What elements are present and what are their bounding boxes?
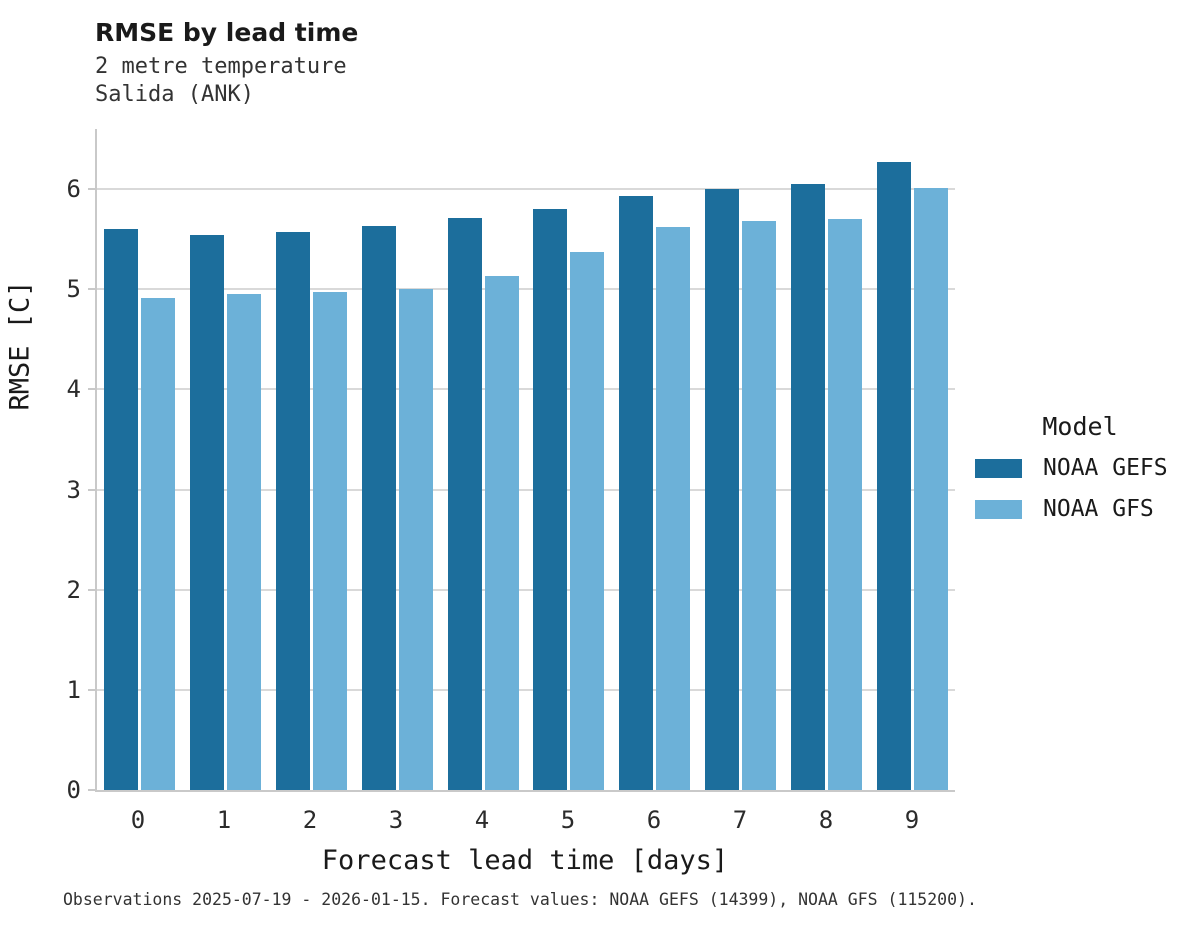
bar-noaa-gefs-lead-7	[704, 189, 739, 790]
y-tick-mark-3	[88, 488, 95, 491]
chart-subtitle-location: Salida (ANK)	[95, 82, 254, 107]
bars-row	[97, 129, 955, 790]
y-tick-mark-6	[88, 188, 95, 191]
x-tick-label-8: 8	[818, 806, 834, 834]
y-tick-mark-0	[88, 789, 95, 791]
bar-noaa-gefs-lead-3	[361, 226, 396, 790]
y-tick-mark-2	[88, 588, 95, 591]
y-tick-label-4: 4	[66, 375, 81, 404]
bar-noaa-gefs-lead-9	[876, 162, 911, 790]
bar-noaa-gfs-lead-1	[227, 294, 262, 790]
bar-noaa-gefs-lead-4	[447, 218, 482, 790]
chart-title: RMSE by lead time	[95, 18, 359, 47]
y-tick-label-0: 0	[66, 776, 81, 804]
bar-noaa-gefs-lead-2	[275, 232, 310, 790]
bar-group-lead-3	[354, 129, 440, 790]
bar-noaa-gefs-lead-5	[533, 209, 568, 790]
legend-swatch-noaa-gefs	[975, 458, 1022, 478]
x-tick-label-4: 4	[474, 806, 490, 834]
gridline-y-1	[97, 688, 955, 691]
x-tick-label-6: 6	[646, 806, 662, 834]
bar-noaa-gefs-lead-1	[190, 235, 225, 790]
y-tick-label-5: 5	[66, 275, 81, 304]
legend-items: NOAA GEFS NOAA GFS	[975, 455, 1185, 522]
bar-noaa-gefs-lead-0	[104, 229, 139, 790]
x-tick-label-3: 3	[388, 806, 404, 834]
bar-noaa-gfs-lead-0	[141, 298, 176, 790]
bar-group-lead-9	[869, 129, 955, 790]
legend-title: Model	[1042, 412, 1118, 441]
gridline-y-2	[97, 588, 955, 591]
y-tick-label-6: 6	[66, 175, 81, 204]
y-axis-title: RMSE [C]	[4, 280, 36, 411]
bar-group-lead-6	[612, 129, 698, 790]
chart-subtitle-variable: 2 metre temperature	[95, 54, 347, 79]
caption: Observations 2025-07-19 - 2026-01-15. Fo…	[63, 890, 977, 909]
legend-item-noaa-gefs: NOAA GEFS	[975, 455, 1185, 481]
x-axis-title: Forecast lead time [days]	[321, 845, 729, 876]
y-tick-mark-5	[88, 288, 95, 291]
x-tick-label-5: 5	[560, 806, 576, 834]
bar-noaa-gfs-lead-3	[398, 289, 433, 790]
bar-group-lead-8	[783, 129, 869, 790]
bar-group-lead-7	[698, 129, 784, 790]
y-tick-label-1: 1	[66, 675, 81, 704]
y-tick-mark-4	[88, 388, 95, 391]
bar-noaa-gfs-lead-8	[827, 219, 862, 790]
bar-noaa-gefs-lead-6	[619, 196, 654, 790]
legend-item-noaa-gfs: NOAA GFS	[975, 496, 1185, 522]
x-tick-label-9: 9	[904, 806, 920, 834]
legend-label-noaa-gfs: NOAA GFS	[1043, 496, 1154, 522]
bar-group-lead-1	[183, 129, 269, 790]
gridline-y-5	[97, 288, 955, 291]
plot-area: 0 1 2 3 4 5 6	[67, 129, 955, 802]
bar-noaa-gfs-lead-5	[570, 252, 605, 790]
x-tick-label-0: 0	[130, 806, 146, 834]
bar-group-lead-5	[526, 129, 612, 790]
bar-noaa-gfs-lead-2	[312, 292, 347, 790]
y-tick-mark-1	[88, 688, 95, 691]
bar-noaa-gfs-lead-7	[741, 221, 776, 790]
x-axis-tick-labels: 0 1 2 3 4 5 6 7 8 9	[95, 806, 955, 834]
bar-noaa-gfs-lead-4	[484, 276, 519, 790]
bar-noaa-gfs-lead-9	[913, 188, 948, 790]
bar-noaa-gfs-lead-6	[656, 227, 691, 790]
bar-group-lead-0	[97, 129, 183, 790]
y-tick-label-2: 2	[66, 575, 81, 604]
gridline-y-6	[97, 188, 955, 191]
legend: Model NOAA GEFS NOAA GFS	[975, 412, 1185, 537]
gridline-y-3	[97, 488, 955, 491]
gridline-y-4	[97, 388, 955, 391]
y-tick-label-3: 3	[66, 475, 81, 504]
bar-noaa-gefs-lead-8	[790, 184, 825, 790]
legend-swatch-noaa-gfs	[975, 499, 1022, 519]
x-tick-label-1: 1	[216, 806, 232, 834]
x-tick-label-7: 7	[732, 806, 748, 834]
bar-group-lead-2	[269, 129, 355, 790]
legend-label-noaa-gefs: NOAA GEFS	[1043, 455, 1168, 481]
bar-group-lead-4	[440, 129, 526, 790]
x-tick-label-2: 2	[302, 806, 318, 834]
